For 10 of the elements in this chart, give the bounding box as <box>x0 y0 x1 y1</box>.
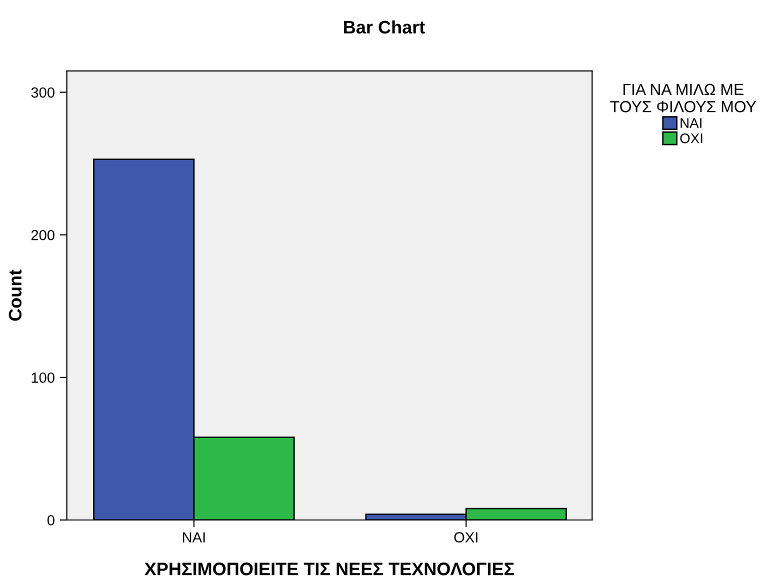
y-tick-label: 0 <box>47 515 54 526</box>
y-tick-label: 300 <box>31 87 54 98</box>
y-tick-label: 200 <box>31 230 54 240</box>
x-axis-title: ΧΡΗΣΙΜΟΠΟΙΕΙΤΕ ΤΙΣ ΝΕΕΣ ΤΕΧΝΟΛΟΓΙΕΣ <box>144 562 514 576</box>
y-axis-title: Count <box>8 270 22 321</box>
legend-label: ΟΧΙ <box>680 133 702 144</box>
chart-title: Bar Chart <box>344 20 425 34</box>
legend-label: ΝΑΙ <box>680 118 702 128</box>
y-tick-label: 100 <box>32 372 54 383</box>
legend-title: ΓΙΑ ΝΑ ΜΙΛΩ ΜΕ ΤΟΥΣ ΦΙΛΟΥΣ ΜΟΥ <box>610 84 756 112</box>
